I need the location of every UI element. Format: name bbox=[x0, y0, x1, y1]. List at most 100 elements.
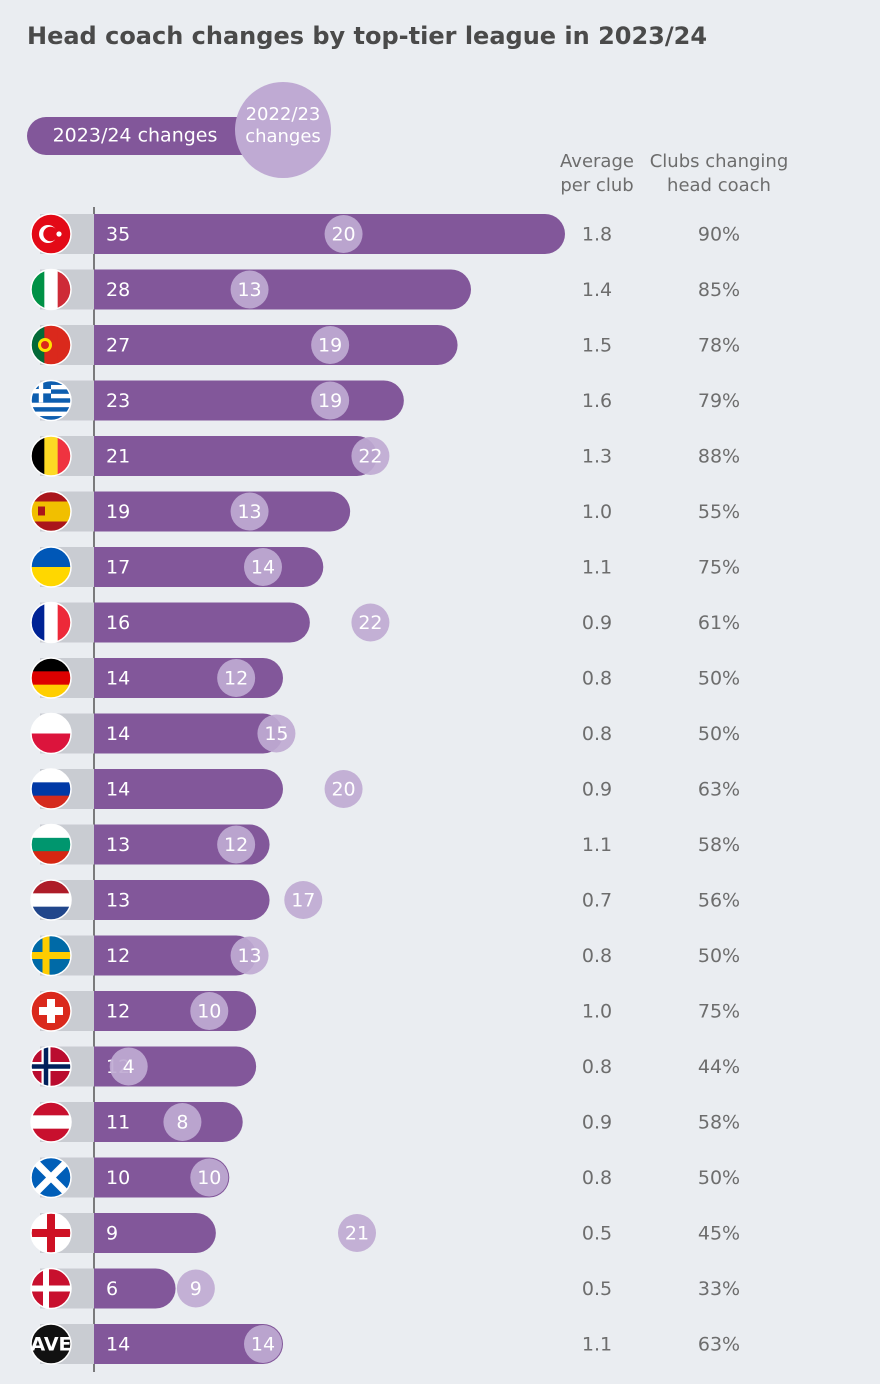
flag-part bbox=[43, 1046, 49, 1087]
prev-value: 14 bbox=[251, 557, 275, 579]
prev-marker bbox=[351, 603, 390, 642]
flag-part bbox=[31, 501, 71, 512]
bar-value: 28 bbox=[106, 279, 130, 301]
bar bbox=[94, 436, 377, 476]
bar bbox=[94, 269, 472, 310]
flag-ring bbox=[30, 768, 72, 810]
prev-marker bbox=[324, 770, 363, 808]
flag-ring bbox=[30, 546, 72, 588]
flag bbox=[31, 1213, 71, 1253]
bar-value: 14 bbox=[106, 723, 130, 745]
prev-marker bbox=[109, 1047, 148, 1086]
flag-part bbox=[31, 436, 45, 476]
column-value: 44% bbox=[698, 1056, 740, 1078]
column-value: 1.0 bbox=[582, 501, 612, 523]
prev-value: 4 bbox=[123, 1056, 135, 1078]
prev-value: 13 bbox=[237, 279, 261, 301]
flag-part bbox=[31, 952, 71, 959]
prev-marker bbox=[230, 936, 269, 975]
flag-ring bbox=[30, 435, 72, 477]
flag-part bbox=[47, 999, 55, 1023]
bar bbox=[94, 935, 257, 976]
flag bbox=[31, 214, 71, 254]
flag-part bbox=[47, 1213, 55, 1253]
column-value: 58% bbox=[698, 1112, 740, 1134]
bar bbox=[94, 491, 351, 532]
flag bbox=[31, 935, 71, 976]
flag-part bbox=[31, 547, 71, 568]
category-label: AVE bbox=[30, 1334, 71, 1356]
prev-value: 9 bbox=[190, 1278, 202, 1300]
bar-value: 19 bbox=[106, 501, 130, 523]
prev-value: 21 bbox=[345, 1223, 369, 1245]
flag-part bbox=[31, 416, 71, 421]
column-value: 79% bbox=[698, 390, 740, 412]
bar bbox=[94, 1268, 176, 1309]
bar bbox=[94, 1213, 216, 1253]
flag-ring bbox=[30, 1045, 72, 1088]
flag-ring bbox=[30, 823, 72, 866]
prev-value: 15 bbox=[264, 723, 288, 745]
column-value: 55% bbox=[698, 501, 740, 523]
column-value: 63% bbox=[698, 779, 740, 801]
flag-part bbox=[44, 269, 59, 310]
prev-value: 17 bbox=[291, 890, 315, 912]
flag-part bbox=[31, 402, 71, 408]
flag-part bbox=[31, 837, 71, 852]
bar-value: 12 bbox=[106, 1001, 130, 1023]
prev-value: 19 bbox=[318, 390, 342, 412]
flag-ring bbox=[30, 1323, 72, 1365]
column-value: 1.1 bbox=[582, 834, 612, 856]
flag-part bbox=[31, 269, 45, 310]
prev-value: 10 bbox=[197, 1167, 221, 1189]
flag-ring bbox=[30, 490, 72, 533]
bar-value: 14 bbox=[106, 779, 130, 801]
flag-part bbox=[44, 436, 59, 476]
column-value: 61% bbox=[698, 612, 740, 634]
column-value: 33% bbox=[698, 1278, 740, 1300]
prev-value: 8 bbox=[176, 1112, 188, 1134]
prev-value: 10 bbox=[197, 1001, 221, 1023]
column-value: 0.5 bbox=[582, 1278, 612, 1300]
prev-marker bbox=[190, 1158, 229, 1197]
flag-ring bbox=[30, 879, 72, 921]
prev-marker bbox=[257, 714, 296, 753]
prev-marker bbox=[324, 215, 363, 253]
column-value: 50% bbox=[698, 668, 740, 690]
column-value: 1.8 bbox=[582, 224, 612, 246]
flag-ring bbox=[30, 990, 72, 1032]
bar bbox=[94, 380, 404, 421]
column-value: 1.1 bbox=[582, 1334, 612, 1356]
column-value: 63% bbox=[698, 1334, 740, 1356]
bar bbox=[94, 325, 458, 365]
prev-marker bbox=[217, 659, 256, 697]
bar-value: 14 bbox=[106, 1334, 130, 1356]
flag-part bbox=[31, 1285, 71, 1292]
flag-ring bbox=[30, 601, 72, 644]
flag bbox=[31, 1157, 71, 1198]
prev-value: 13 bbox=[237, 501, 261, 523]
column-value: 1.3 bbox=[582, 446, 612, 468]
flag bbox=[31, 1324, 71, 1364]
flag-part bbox=[56, 231, 62, 237]
column-value: 50% bbox=[698, 1167, 740, 1189]
flag-ring bbox=[30, 1101, 72, 1143]
bar bbox=[94, 1324, 283, 1364]
column-value: 0.5 bbox=[582, 1223, 612, 1245]
bar-value: 6 bbox=[106, 1278, 118, 1300]
flag bbox=[31, 713, 71, 754]
legend-circle bbox=[235, 82, 331, 178]
flag-part bbox=[31, 567, 71, 587]
flag bbox=[31, 491, 71, 532]
column-value: 1.0 bbox=[582, 1001, 612, 1023]
column-value: 88% bbox=[698, 446, 740, 468]
legend-label: 2022/23 changes bbox=[245, 104, 321, 147]
flag-part bbox=[31, 1324, 71, 1364]
column-value: 1.4 bbox=[582, 279, 612, 301]
prev-marker bbox=[163, 1103, 202, 1141]
bar-value: 13 bbox=[106, 890, 130, 912]
flag-part bbox=[31, 411, 71, 417]
flag-part bbox=[38, 506, 45, 516]
flag-part bbox=[41, 341, 49, 349]
